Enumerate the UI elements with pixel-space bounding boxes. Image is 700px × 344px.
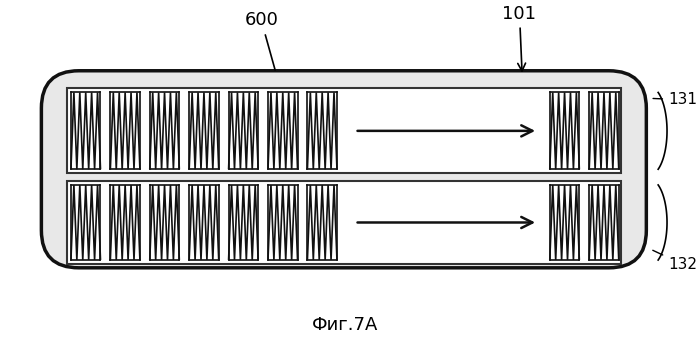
Text: Фиг.7A: Фиг.7A [312, 316, 378, 334]
Text: 600: 600 [244, 11, 278, 70]
Text: 132: 132 [653, 250, 697, 272]
Text: 131: 131 [653, 92, 697, 107]
Bar [67, 88, 621, 173]
Bar [67, 181, 621, 264]
FancyBboxPatch shape [41, 71, 646, 268]
Text: 101: 101 [503, 4, 536, 71]
